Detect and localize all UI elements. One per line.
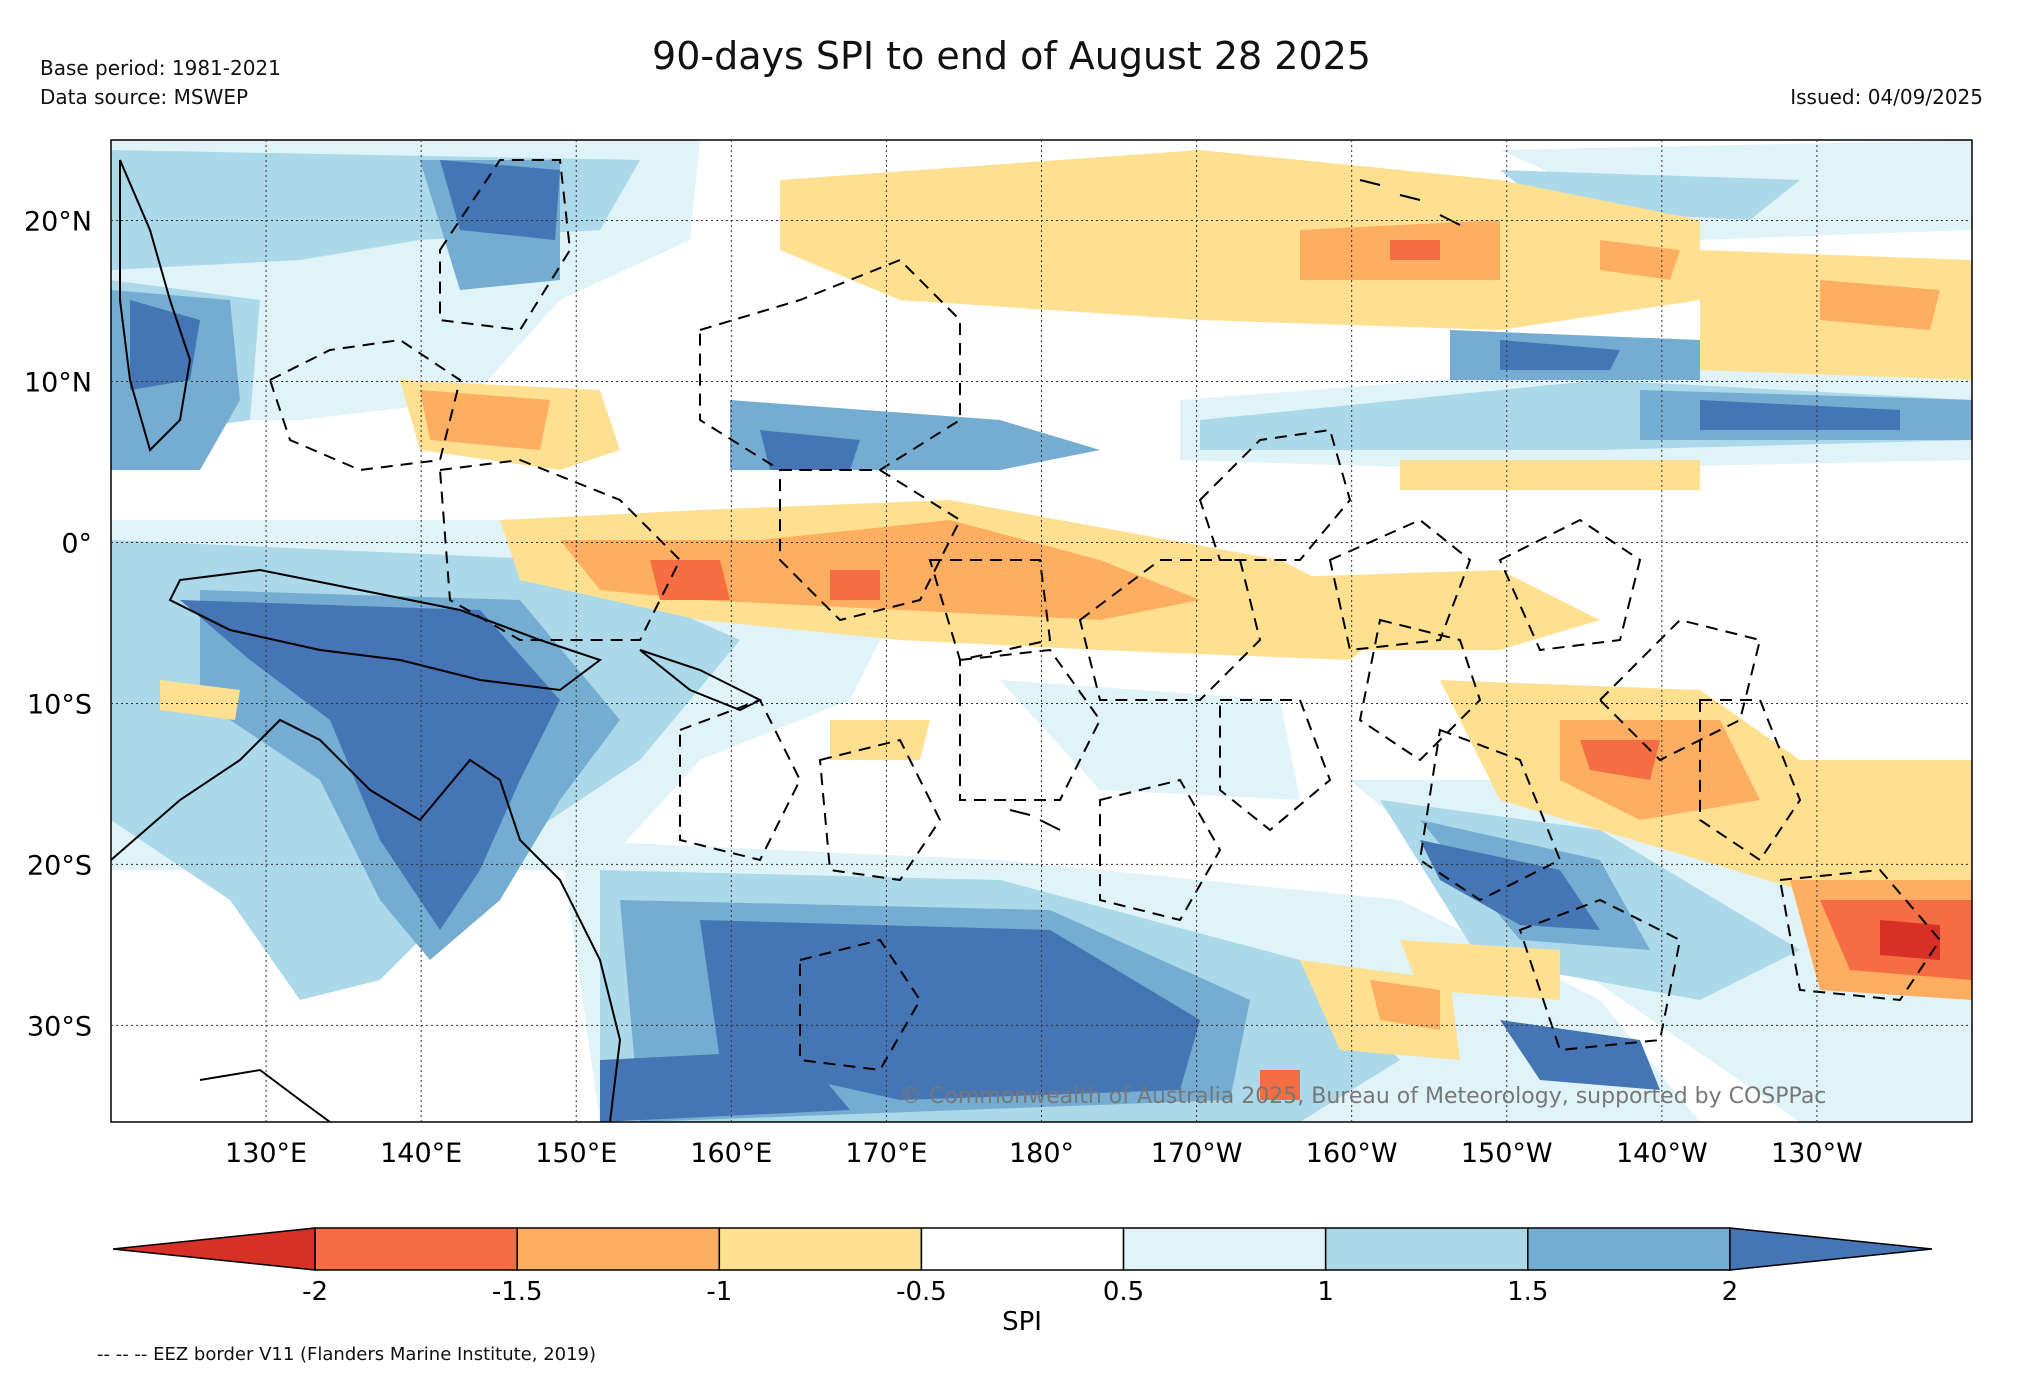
colorbar-tick-label: -1.5 <box>492 1277 543 1307</box>
colorbar-tick-label: -0.5 <box>896 1277 947 1307</box>
graticule <box>111 140 1972 1122</box>
latitude-tick-label: 10°N <box>24 367 92 398</box>
eez-borders <box>268 159 1942 1072</box>
latitude-tick-label: 20°N <box>24 206 92 237</box>
copyright-text: © Commonwealth of Australia 2025, Bureau… <box>900 1084 1826 1109</box>
base-period-label: Base period: 1981-2021 <box>40 56 281 80</box>
latitude-labels: 20°N 10°N 0° 10°S 20°S 30°S <box>24 206 92 1042</box>
colorbar-extend-high <box>1729 1227 1933 1271</box>
longitude-tick-label: 150°W <box>1461 1138 1553 1169</box>
colorbar-bin <box>1324 1227 1529 1271</box>
latitude-tick-label: 20°S <box>27 850 92 881</box>
colorbar-tick-label: 1 <box>1317 1277 1334 1307</box>
latitude-tick-label: 0° <box>61 528 92 559</box>
fiji-islands <box>1009 809 1061 831</box>
philippines-coastline <box>119 159 192 452</box>
longitude-tick-label: 170°W <box>1151 1138 1243 1169</box>
longitude-labels: 130°E 140°E 150°E 160°E 170°E 180° 170°W 160°W 1… <box>225 1138 1863 1169</box>
colorbar-bin <box>718 1227 923 1271</box>
solomon-islands-coastline <box>639 649 763 712</box>
new-guinea-coastline <box>168 568 603 692</box>
hawaii-islands <box>1359 179 1461 226</box>
colorbar-tick-label: -2 <box>302 1277 328 1307</box>
new-zealand-coastline <box>199 1068 331 1122</box>
longitude-tick-label: 170°E <box>845 1138 927 1169</box>
longitude-tick-label: 160°E <box>690 1138 772 1169</box>
longitude-tick-label: 150°E <box>535 1138 617 1169</box>
longitude-tick-label: 130°W <box>1771 1138 1863 1169</box>
latitude-tick-label: 10°S <box>27 689 92 720</box>
longitude-tick-label: 180° <box>1009 1138 1074 1169</box>
wet-anomaly-very-strong <box>130 160 1900 1122</box>
map-title: 90-days SPI to end of August 28 2025 <box>652 34 1371 78</box>
longitude-tick-label: 140°E <box>380 1138 462 1169</box>
data-source-label: Data source: MSWEP <box>40 85 249 109</box>
coastlines <box>111 159 1461 1122</box>
dry-anomaly-extreme <box>1880 920 1940 960</box>
colorbar-bin <box>1122 1227 1327 1271</box>
spi-colorbar: -2 -1.5 -1 -0.5 0.5 1 1.5 2 <box>112 1227 1933 1307</box>
issued-date-label: Issued: 04/09/2025 <box>1790 85 1983 109</box>
colorbar-label: SPI <box>1002 1307 1042 1337</box>
longitude-tick-label: 160°W <box>1306 1138 1398 1169</box>
colorbar-tick-label: 2 <box>1722 1277 1739 1307</box>
latitude-tick-label: 30°S <box>27 1011 92 1042</box>
colorbar-bin <box>920 1227 1125 1271</box>
eez-footnote: -- -- -- EEZ border V11 (Flanders Marine… <box>97 1344 597 1365</box>
australia-coastline <box>111 718 622 1122</box>
colorbar-tick-label: -1 <box>706 1277 732 1307</box>
colorbar-bin <box>516 1227 721 1271</box>
colorbar-tick-label: 1.5 <box>1507 1277 1548 1307</box>
colorbar-bin <box>1527 1227 1731 1271</box>
longitude-tick-label: 140°W <box>1616 1138 1708 1169</box>
longitude-tick-label: 130°E <box>225 1138 307 1169</box>
colorbar-bin <box>314 1227 518 1271</box>
colorbar-extend-low <box>112 1227 316 1271</box>
colorbar-tick-label: 0.5 <box>1103 1277 1144 1307</box>
